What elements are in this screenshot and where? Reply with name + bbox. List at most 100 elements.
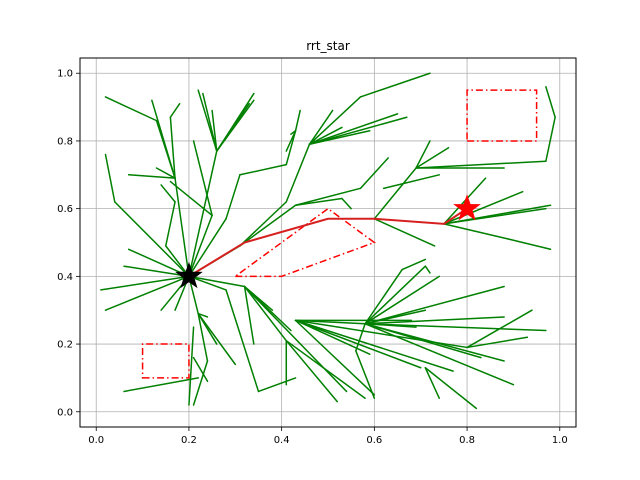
tree-edge [239,163,288,176]
tree-edge [373,167,417,220]
tree-edge [341,197,352,210]
tree-edge [294,319,366,325]
tree-edge [192,360,209,406]
tree-edge [169,180,213,217]
tree-edge [188,275,246,288]
tree-edge [294,197,343,207]
tree-edge [239,204,297,247]
tree-edge [104,275,190,311]
y-tick-label: 0.0 [57,407,73,418]
solution-path [188,207,468,278]
tree-edge [188,214,213,278]
tree-edge [197,312,218,345]
tree-edge [155,167,176,179]
tree-edge [165,201,176,247]
tree-edge [364,322,515,386]
tree-edge [127,174,176,179]
x-tick-label: 0.4 [274,435,290,446]
tree-edge [257,377,297,393]
tree-edge [364,316,505,325]
tree-edge [364,265,427,325]
tree-edge [443,223,510,240]
obstacle-rectangle [141,343,190,379]
y-tick-label: 0.2 [57,340,73,351]
x-tick-label: 0.2 [181,435,197,446]
tree-edge [401,258,427,271]
tree-edge [308,113,399,146]
tree-edge [294,319,376,396]
tree-edge [359,72,431,98]
tree-edge [192,140,213,217]
tree-edge [188,275,227,291]
tree-edge [294,109,301,132]
tree-edge [364,268,403,325]
tree-edges [100,72,556,410]
tree-edge [466,309,533,349]
tree-edge [308,116,408,146]
tree-edge [104,153,116,203]
y-tick-label: 0.8 [57,136,73,147]
tree-edge [243,285,255,345]
tree-edge [364,285,505,325]
tree-edge [215,116,241,152]
tree-edge [424,265,431,274]
tree-edge [225,289,260,393]
tree-edge [160,184,176,203]
x-tick-label: 0.0 [88,435,104,446]
tree-edge [294,319,371,355]
tree-edge [466,336,529,349]
tree-edge [308,126,343,146]
tree-edge [443,207,547,225]
tree-edge [114,201,190,278]
tree-edge [243,285,348,393]
tree-edge [443,190,524,225]
tree-edge [364,322,547,332]
tree-edge [225,174,241,220]
tree-edge [202,92,218,152]
chart-title: rrt_star [306,39,350,53]
tree-edge [308,109,334,146]
path-layer [188,207,468,278]
tree-edge [424,367,478,410]
tree-edge [364,322,482,359]
tree-edge [415,146,450,169]
tree-edge [290,130,297,135]
y-tick-label: 0.6 [57,204,73,215]
y-tick-label: 0.4 [57,272,73,283]
tree-edge [545,116,556,163]
tree-edge [285,339,366,399]
tree-edge [174,177,190,278]
tree-edge [285,130,297,166]
axes-frame [79,57,577,428]
x-tick-label: 1.0 [552,435,568,446]
tree-edge [285,339,339,403]
start-star-marker [175,261,203,289]
tree-edge [188,326,195,406]
tree-edge [285,143,311,203]
tree-edge [192,356,209,383]
tree-edge [239,201,288,247]
tree-edge [285,130,297,152]
tree-edge [308,130,371,146]
markers [175,194,481,289]
tree-edge [211,109,218,152]
x-tick-label: 0.8 [459,435,475,446]
tree-edge [165,245,190,278]
tree-edge [355,350,376,399]
tree-edge [424,367,441,399]
tree-edge [415,160,547,169]
y-tick-label: 1.0 [57,69,73,80]
tree-edge [294,187,362,207]
tree-edge [359,157,390,190]
tree-edge [508,238,552,251]
obstacles [141,89,538,379]
tree-edge [188,218,227,278]
tree-edge [197,312,237,366]
tree-edge [169,102,181,118]
tree-edge [364,275,441,325]
tree-edge [373,218,436,247]
tree-edge [104,96,158,122]
tree-edge [308,96,362,146]
tree-edge [197,312,209,362]
